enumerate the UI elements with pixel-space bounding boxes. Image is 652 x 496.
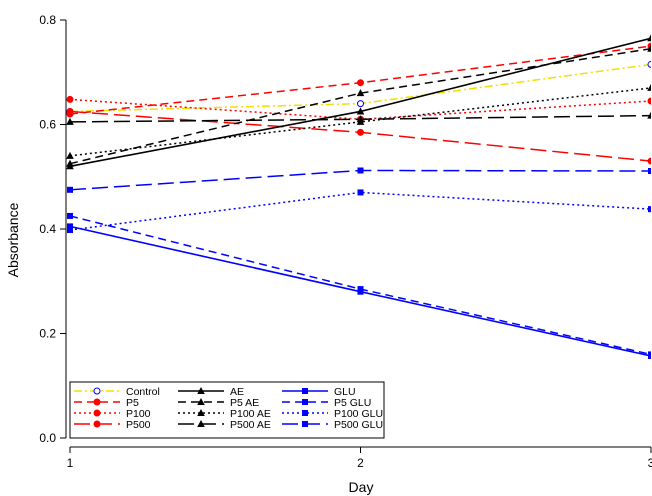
legend-item-ae: AE — [178, 386, 244, 398]
series-p5-ae — [66, 44, 651, 167]
legend-marker — [302, 421, 308, 427]
data-point-p500-ae-2 — [356, 115, 365, 123]
series-line-p100-glu — [69, 191, 651, 231]
data-point-p500-glu-1 — [67, 186, 73, 193]
series-p100-glu — [67, 189, 651, 234]
data-point-p5-glu-3 — [648, 351, 651, 358]
y-tick-label: 0.0 — [39, 431, 56, 445]
data-point-p100-glu-1 — [67, 227, 73, 234]
data-point-p100-glu-2 — [357, 189, 364, 196]
legend-label: GLU — [334, 386, 356, 398]
y-tick-label: 0.8 — [39, 13, 56, 27]
legend-marker — [93, 420, 101, 428]
data-point-control-2 — [357, 100, 364, 108]
data-point-p100-ae-1 — [66, 151, 74, 159]
data-point-ae-3 — [647, 34, 651, 42]
y-axis-title: Absorbance — [5, 202, 21, 277]
legend-label: P500 — [126, 419, 151, 431]
data-point-p100-ae-3 — [647, 83, 651, 91]
legend-label: Control — [126, 386, 160, 398]
data-point-p5-glu-2 — [357, 286, 364, 293]
legend-item-glu: GLU — [282, 386, 356, 398]
y-tick-label: 0.4 — [39, 222, 56, 236]
legend-label: P5 GLU — [334, 397, 371, 409]
data-point-p5-ae-2 — [356, 89, 365, 97]
data-point-p100-1 — [66, 95, 74, 103]
legend-item-p500-glu: P500 GLU — [282, 419, 383, 431]
legend-label: AE — [230, 386, 244, 398]
legend-marker — [197, 398, 205, 405]
legend-item-p100-glu: P100 GLU — [282, 408, 383, 420]
legend-marker — [93, 387, 101, 395]
legend-item-control: Control — [74, 386, 160, 398]
legend-marker — [93, 409, 101, 417]
legend-marker — [302, 399, 308, 405]
legend-marker — [197, 420, 205, 427]
series-p500-ae — [66, 111, 651, 125]
legend-box — [69, 381, 385, 439]
legend-item-p5-glu: P5 GLU — [282, 397, 371, 409]
x-tick-label: 3 — [648, 456, 652, 470]
legend-item-p500-ae: P500 AE — [178, 419, 271, 431]
series-p500-glu — [67, 167, 651, 193]
series-line-p5-glu — [69, 215, 651, 356]
data-point-p500-ae-3 — [647, 111, 651, 119]
data-point-p100-glu-3 — [648, 206, 651, 213]
data-point-p5-glu-1 — [67, 212, 73, 219]
legend-marker — [302, 388, 308, 394]
data-point-p500-glu-3 — [648, 168, 651, 175]
legend-label: P100 — [126, 408, 151, 420]
series-layer — [66, 34, 651, 359]
y-tick-label: 0.2 — [39, 327, 56, 341]
x-tick-label: 2 — [357, 456, 364, 470]
data-point-p5-ae-1 — [66, 159, 74, 167]
data-point-control-3 — [647, 60, 651, 68]
legend-label: P500 AE — [230, 419, 271, 431]
data-point-p5-2 — [357, 79, 364, 87]
legend-item-p500: P500 — [74, 419, 151, 431]
legend-marker — [197, 409, 205, 416]
legend-marker — [93, 398, 101, 406]
data-point-p5-ae-3 — [647, 44, 651, 52]
legend-label: P500 GLU — [334, 419, 383, 431]
series-p500 — [66, 107, 651, 165]
data-point-p500-1 — [66, 107, 74, 115]
y-ticks: 0.0 0.2 0.4 0.6 0.8 — [39, 13, 66, 445]
legend-label: P5 AE — [230, 397, 259, 409]
x-tick-label: 1 — [67, 456, 74, 470]
legend-label: P100 AE — [230, 408, 271, 420]
data-point-p500-glu-2 — [357, 167, 364, 174]
data-point-p500-ae-1 — [66, 117, 74, 125]
legend-item-p100-ae: P100 AE — [178, 408, 271, 420]
data-point-glu-1 — [67, 223, 73, 230]
data-point-p100-3 — [647, 97, 651, 105]
x-ticks: 1 2 3 — [67, 447, 652, 470]
legend-item-p100: P100 — [74, 408, 151, 420]
data-point-p500-2 — [357, 128, 364, 136]
data-point-ae-2 — [356, 107, 365, 115]
legend-item-p5: P5 — [74, 397, 139, 409]
data-point-p500-3 — [647, 157, 651, 165]
legend-marker — [197, 387, 205, 394]
legend-marker — [302, 410, 308, 416]
legend-item-p5-ae: P5 AE — [178, 397, 259, 409]
series-line-p5-ae — [69, 47, 651, 165]
series-p5-glu — [67, 212, 651, 358]
legend-label: P100 GLU — [334, 408, 383, 420]
x-axis-title: Day — [349, 479, 374, 495]
legend-label: P5 — [126, 397, 139, 409]
y-tick-label: 0.6 — [39, 118, 56, 132]
